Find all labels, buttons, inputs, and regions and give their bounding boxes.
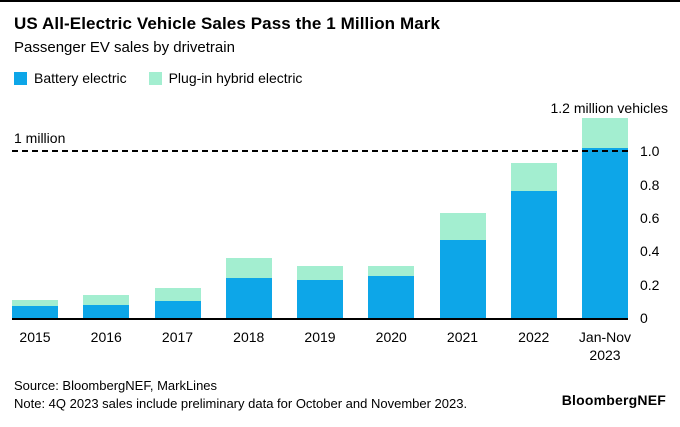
x-axis-label: 2019: [304, 329, 336, 345]
bar-column: 2022: [510, 118, 557, 345]
top-rule: [0, 0, 680, 2]
bar-segment-battery-electric: [154, 301, 201, 318]
legend-item-battery-electric: Battery electric: [14, 70, 127, 86]
legend-swatch-battery-electric-icon: [14, 71, 27, 85]
legend: Battery electric Plug-in hybrid electric: [14, 70, 302, 86]
y-axis-top-label: 1.2 million vehicles: [550, 100, 669, 116]
bar-segment-plugin-hybrid: [225, 258, 272, 278]
legend-label-plugin-hybrid: Plug-in hybrid electric: [168, 70, 303, 86]
chart-title: US All-Electric Vehicle Sales Pass the 1…: [14, 14, 441, 33]
x-axis-label: Jan-Nov 2023: [578, 329, 632, 364]
y-tick-label: 0.8: [640, 176, 660, 193]
bar-column: 2018: [225, 118, 272, 345]
bar-segment-battery-electric: [510, 191, 557, 318]
bar-segment-battery-electric: [12, 306, 58, 318]
y-tick-label: 0: [640, 310, 648, 326]
x-axis-baseline: [12, 318, 628, 320]
bar-segment-plugin-hybrid: [83, 294, 130, 305]
reference-line-1-million: [12, 150, 628, 153]
bar-segment-battery-electric: [582, 148, 628, 318]
bloombergnef-logo: BloombergNEF: [561, 392, 666, 408]
bar-column: 2020: [368, 118, 415, 345]
note-text: Note: 4Q 2023 sales include preliminary …: [14, 396, 468, 411]
y-tick-label: 0.2: [640, 276, 660, 293]
bar-segment-plugin-hybrid: [12, 299, 58, 307]
bar-column: 2019: [297, 118, 343, 345]
legend-label-battery-electric: Battery electric: [34, 70, 127, 86]
legend-swatch-plugin-hybrid-icon: [148, 71, 162, 85]
bar-segment-battery-electric: [297, 279, 343, 318]
x-axis-label: 2017: [161, 329, 194, 345]
x-axis-label: 2015: [19, 329, 51, 345]
bar-segment-plugin-hybrid: [439, 213, 486, 240]
bar-segment-battery-electric: [439, 239, 486, 318]
bar-segment-battery-electric: [368, 276, 415, 318]
reference-line-label: 1 million: [14, 130, 66, 146]
bar-segment-plugin-hybrid: [582, 118, 628, 148]
y-tick-label: 0.6: [640, 210, 660, 226]
y-tick-label: 0.4: [640, 243, 660, 260]
legend-item-plugin-hybrid: Plug-in hybrid electric: [148, 70, 303, 86]
y-tick-label: 1.0: [640, 143, 660, 160]
bar-segment-plugin-hybrid: [510, 163, 557, 192]
bar-segment-plugin-hybrid: [154, 288, 201, 302]
x-axis-label: 2022: [518, 329, 550, 345]
bar-segment-plugin-hybrid: [368, 266, 415, 277]
y-axis-ticks: 1.0 0.8 0.6 0.4 0.2 0: [640, 0, 680, 330]
bar-column: Jan-Nov 2023: [579, 118, 631, 363]
bar-segment-plugin-hybrid: [297, 266, 343, 280]
chart-subtitle: Passenger EV sales by drivetrain: [14, 39, 235, 56]
x-axis-label: 2016: [90, 329, 122, 345]
bar-column: 2016: [83, 118, 130, 345]
source-text: Source: BloombergNEF, MarkLines: [14, 378, 218, 393]
bar-column: 2021: [439, 118, 486, 345]
bar-segment-battery-electric: [225, 278, 272, 318]
bar-column: 2015: [12, 118, 58, 345]
x-axis-label: 2020: [375, 329, 407, 345]
bar-segment-battery-electric: [83, 304, 130, 318]
x-axis-label: 2021: [446, 329, 479, 345]
bar-column: 2017: [154, 118, 201, 345]
x-axis-label: 2018: [233, 329, 265, 345]
plot-area: 2015 2016 2017 2018 2019 2020 2021 2022 Jan-Nov …: [12, 118, 631, 363]
